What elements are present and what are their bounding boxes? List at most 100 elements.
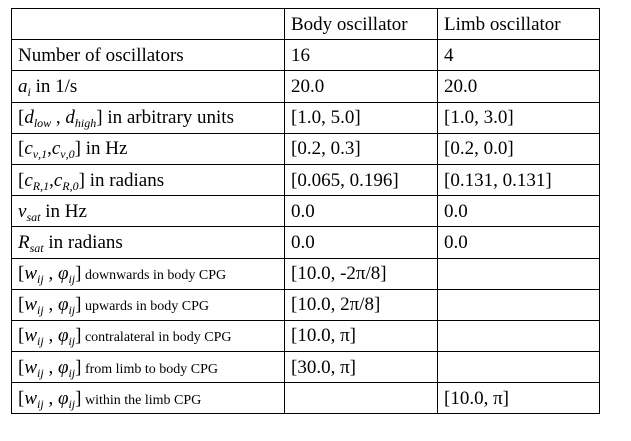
body-value: 20.0 <box>284 70 438 103</box>
symbol: c <box>53 169 63 191</box>
label-tail: in radians <box>43 231 123 253</box>
separator: , <box>43 325 58 347</box>
symbol: d <box>65 107 75 129</box>
row-label: [wij , φij] contralateral in body CPG <box>11 319 285 353</box>
bracket: [ <box>18 294 25 316</box>
limb-value: [0.2, 0.0] <box>437 132 600 165</box>
limb-value <box>437 319 600 353</box>
bracket: [ <box>18 356 25 378</box>
symbol: φ <box>57 325 69 347</box>
separator: , <box>49 169 54 191</box>
separator: , <box>43 294 58 316</box>
bracket: ] <box>75 263 82 285</box>
symbol: w <box>24 263 38 285</box>
subscript: ij <box>68 396 76 411</box>
limb-value <box>437 351 600 384</box>
subscript: ν,1 <box>32 147 48 162</box>
label-tail: in Hz <box>80 138 128 160</box>
symbol: d <box>24 107 34 129</box>
subscript: low <box>33 116 52 131</box>
table-row: [cν,1,cν,0] in Hz [0.2, 0.3] [0.2, 0.0] <box>11 132 600 165</box>
label-tail: downwards in body CPG <box>81 268 227 284</box>
body-value: [30.0, π] <box>284 351 438 384</box>
row-label: Number of oscillators <box>11 39 285 72</box>
symbol: c <box>24 169 33 191</box>
subscript: sat <box>29 240 44 255</box>
symbol: R <box>18 231 30 253</box>
subscript: R,0 <box>62 178 79 193</box>
label-tail: upwards in body CPG <box>81 299 210 315</box>
body-value: [10.0, π] <box>284 319 438 353</box>
separator: , <box>43 356 58 378</box>
symbol: w <box>24 387 38 409</box>
subscript: ij <box>37 396 44 411</box>
bracket: ] <box>75 294 82 316</box>
symbol: w <box>24 356 38 378</box>
limb-value <box>437 257 600 290</box>
body-value: 0.0 <box>284 226 438 259</box>
label-tail: from limb to body CPG <box>81 361 218 377</box>
parameter-table-container: Body oscillator Limb oscillator Number o… <box>11 7 600 415</box>
separator: , <box>51 107 66 129</box>
row-label: νsat in Hz <box>11 195 285 228</box>
table-row: [dlow , dhigh] in arbitrary units [1.0, … <box>11 101 600 134</box>
symbol: c <box>51 138 61 160</box>
table-row: [wij , φij] contralateral in body CPG [1… <box>11 319 600 353</box>
separator: , <box>43 263 58 285</box>
row-label: [cR,1,cR,0] in radians <box>11 163 285 197</box>
bracket: ] <box>96 107 103 129</box>
limb-value <box>437 288 600 321</box>
subscript: ij <box>37 303 44 318</box>
bracket: [ <box>18 107 25 129</box>
limb-value: [1.0, 3.0] <box>437 101 600 134</box>
table-row: [cR,1,cR,0] in radians [0.065, 0.196] [0… <box>11 163 600 197</box>
limb-value: [10.0, π] <box>437 382 600 415</box>
subscript: sat <box>26 209 41 224</box>
subscript: i <box>27 84 31 99</box>
label-text: Number of oscillators <box>18 44 184 66</box>
table-row: [wij , φij] from limb to body CPG [30.0,… <box>11 351 600 384</box>
table-row: Number of oscillators 16 4 <box>11 39 600 72</box>
bracket: [ <box>18 325 25 347</box>
header-body-oscillator: Body oscillator <box>284 7 438 41</box>
symbol: φ <box>57 294 69 316</box>
symbol: φ <box>57 263 69 285</box>
symbol: ν <box>18 200 27 222</box>
table-row: ai in 1/s 20.0 20.0 <box>11 70 600 103</box>
row-label: ai in 1/s <box>11 70 285 103</box>
subscript: ij <box>37 365 44 380</box>
subscript: ij <box>68 365 76 380</box>
subscript: ij <box>68 334 76 349</box>
separator: , <box>47 138 52 160</box>
row-label: Rsat in radians <box>11 226 285 259</box>
symbol: a <box>18 75 28 97</box>
body-value: 16 <box>284 39 438 72</box>
bracket: [ <box>18 387 25 409</box>
table-row: [wij , φij] upwards in body CPG [10.0, 2… <box>11 288 600 321</box>
symbol: w <box>24 294 38 316</box>
label-tail: in 1/s <box>30 75 78 97</box>
header-limb-oscillator: Limb oscillator <box>437 7 600 41</box>
body-value: [0.2, 0.3] <box>284 132 438 165</box>
limb-value: 20.0 <box>437 70 600 103</box>
body-value <box>284 382 438 415</box>
table-row: Rsat in radians 0.0 0.0 <box>11 226 600 259</box>
header-row: Body oscillator Limb oscillator <box>11 7 600 41</box>
bracket: ] <box>78 169 85 191</box>
subscript: R,1 <box>32 178 50 193</box>
separator: , <box>43 387 58 409</box>
subscript: ij <box>68 272 76 287</box>
limb-value: [0.131, 0.131] <box>437 163 600 197</box>
limb-value: 4 <box>437 39 600 72</box>
row-label: [wij , φij] from limb to body CPG <box>11 351 285 384</box>
row-label: [dlow , dhigh] in arbitrary units <box>11 101 285 134</box>
table-row: [wij , φij] downwards in body CPG [10.0,… <box>11 257 600 290</box>
bracket: [ <box>18 138 25 160</box>
subscript: high <box>74 116 97 131</box>
subscript: ij <box>68 303 76 318</box>
row-label: [cν,1,cν,0] in Hz <box>11 132 285 165</box>
body-value: 0.0 <box>284 195 438 228</box>
parameter-table: Body oscillator Limb oscillator Number o… <box>11 7 600 415</box>
bracket: ] <box>75 325 82 347</box>
bracket: [ <box>18 263 25 285</box>
